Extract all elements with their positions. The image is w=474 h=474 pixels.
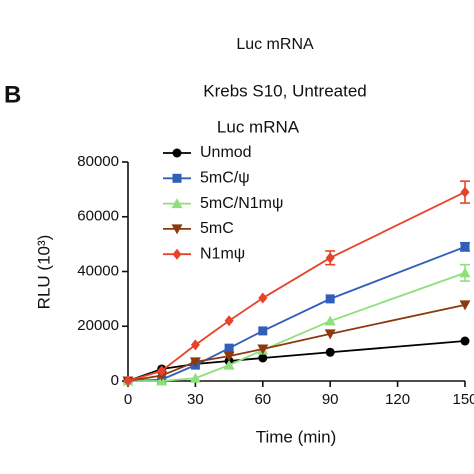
marker <box>324 315 336 326</box>
marker <box>325 294 335 304</box>
marker <box>171 224 183 235</box>
marker <box>157 365 167 377</box>
marker <box>123 375 133 387</box>
marker <box>171 198 183 209</box>
top-label: Luc mRNA <box>236 36 314 53</box>
x-axis-label: Time (min) <box>256 427 337 446</box>
legend-label: N1mψ <box>200 245 245 262</box>
series-line <box>127 304 466 382</box>
x-tick-label: 60 <box>254 391 271 408</box>
marker <box>172 248 182 260</box>
marker <box>325 347 335 357</box>
chart-subtitle: Luc mRNA <box>217 117 300 136</box>
marker <box>172 173 182 183</box>
y-tick-label: 40000 <box>77 262 119 279</box>
marker <box>223 359 235 370</box>
marker <box>224 343 234 353</box>
x-tick-label: 150 <box>452 391 474 408</box>
legend-label: 5mC/N1mψ <box>200 195 283 212</box>
series-line <box>128 272 466 382</box>
marker <box>258 292 268 304</box>
marker <box>459 267 471 278</box>
y-axis-label: RLU (10³) <box>34 235 53 310</box>
y-tick-label: 20000 <box>77 317 119 334</box>
series-line <box>127 340 466 382</box>
marker <box>190 339 200 351</box>
marker <box>324 329 336 340</box>
marker <box>460 336 470 346</box>
panel-label: B <box>4 81 21 108</box>
y-tick-label: 80000 <box>77 153 119 170</box>
marker <box>223 351 235 362</box>
marker <box>460 186 470 198</box>
y-tick-label: 0 <box>111 372 119 389</box>
marker <box>460 242 470 252</box>
marker <box>258 353 268 363</box>
marker <box>459 300 471 311</box>
marker <box>224 315 234 327</box>
x-tick-label: 30 <box>187 391 204 408</box>
y-tick-label: 60000 <box>77 208 119 225</box>
x-tick-label: 0 <box>124 391 132 408</box>
legend-label: 5mC <box>200 220 234 237</box>
legend-label: Unmod <box>200 144 252 161</box>
series-line <box>127 191 466 382</box>
marker <box>258 326 268 336</box>
chart-title: Krebs S10, Untreated <box>203 81 366 100</box>
marker <box>172 148 182 158</box>
series-line <box>127 246 466 382</box>
x-tick-label: 120 <box>385 391 410 408</box>
marker <box>257 344 269 355</box>
marker <box>189 357 201 368</box>
x-tick-label: 90 <box>322 391 339 408</box>
legend-label: 5mC/ψ <box>200 170 250 187</box>
marker <box>189 372 201 383</box>
marker <box>325 252 335 264</box>
